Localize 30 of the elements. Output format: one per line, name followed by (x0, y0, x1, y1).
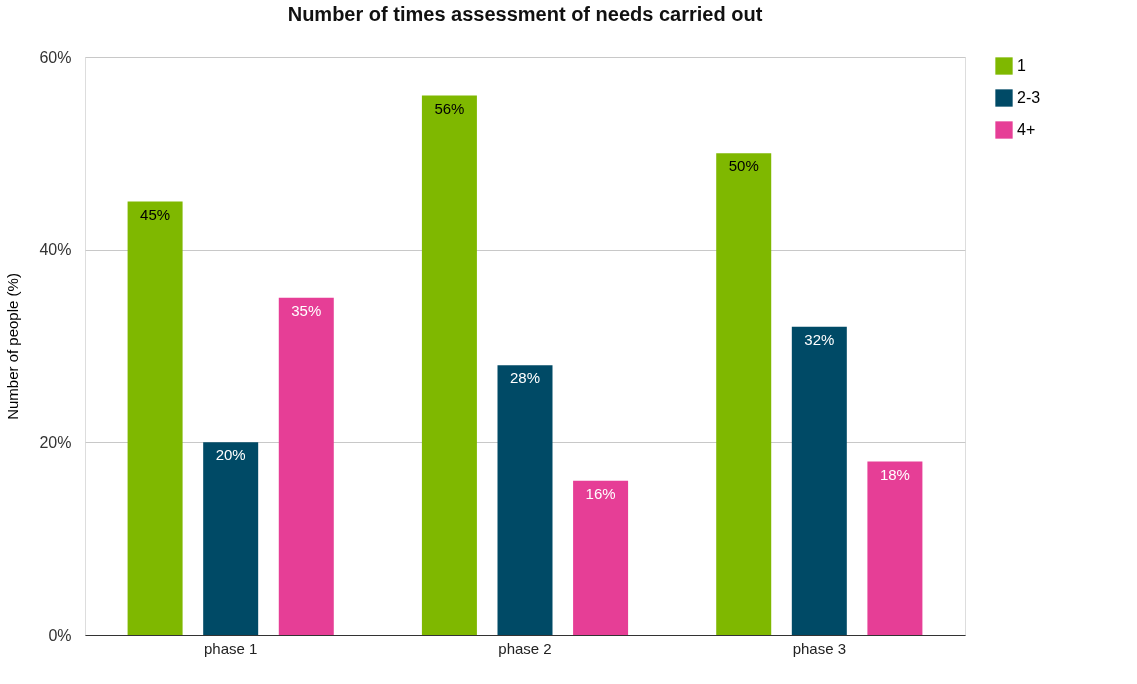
legend-label: 4+ (1017, 121, 1036, 138)
bar (791, 326, 847, 635)
bar (203, 442, 259, 635)
bar (716, 153, 772, 635)
legend-label: 2-3 (1017, 89, 1041, 106)
bar (573, 480, 629, 635)
bar (421, 95, 477, 635)
bar (867, 461, 923, 635)
data-label: 56% (434, 99, 465, 117)
data-label: 16% (585, 484, 616, 502)
y-axis-title: Number of people (%) (4, 273, 22, 420)
y-tick-label: 60% (39, 48, 72, 66)
bar (497, 365, 553, 635)
data-label: 28% (509, 369, 541, 387)
bar (278, 297, 334, 635)
data-label: 20% (215, 446, 246, 464)
y-tick-label: 0% (48, 626, 72, 644)
x-tick-label: phase 2 (498, 639, 552, 657)
y-tick-label: 40% (39, 241, 72, 259)
x-tick-label: phase 3 (792, 639, 847, 657)
data-label: 45% (140, 205, 171, 223)
data-label: 18% (879, 465, 910, 483)
data-label: 35% (291, 301, 322, 319)
data-label: 50% (728, 157, 759, 175)
x-tick-label: phase 1 (203, 639, 258, 657)
chart-title: Number of times assessment of needs carried out (287, 3, 763, 25)
y-tick-label: 20% (39, 433, 72, 451)
data-label: 32% (804, 330, 835, 348)
legend-label: 1 (1017, 57, 1026, 74)
bar (127, 201, 183, 635)
